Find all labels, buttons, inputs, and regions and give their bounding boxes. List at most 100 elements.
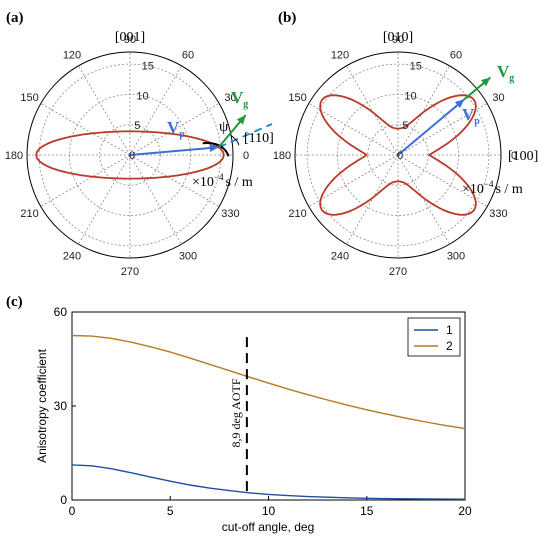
angular-gridline	[397, 103, 488, 156]
angular-gridline	[346, 154, 399, 245]
y-tick-label: 60	[54, 305, 68, 319]
x-tick-label: 10	[262, 504, 276, 518]
angle-tick-label: 30	[492, 92, 504, 104]
x-axis-label: cut-off angle, deg	[222, 520, 315, 534]
angular-gridline	[78, 154, 131, 245]
radial-tick-label: 15	[142, 60, 154, 72]
slowness-curve	[319, 94, 477, 216]
angular-gridline	[129, 154, 182, 245]
vg-label-a: Vg	[231, 88, 248, 110]
angle-tick-label: 330	[489, 208, 507, 220]
series-c	[71, 334, 466, 500]
vp-label-a: Vp	[167, 118, 185, 140]
angle-tick-label: 270	[121, 266, 139, 278]
angle-tick-label: 0	[511, 150, 517, 162]
plot-area-c	[71, 311, 466, 501]
panel-label-a: (a)	[6, 10, 24, 26]
slowness-curve-b	[319, 76, 492, 216]
angle-tick-label: 300	[447, 250, 465, 262]
aotf-annotation: 8,9 deg AOTF	[229, 378, 243, 447]
angle-tick-label: 180	[5, 150, 23, 162]
angle-tick-label: 60	[182, 50, 194, 62]
series-1-line	[71, 464, 466, 500]
slowness-curve	[35, 130, 225, 180]
polar-plot-b: (b) 0 30 60 90 120 150 180 210 240 270 300 330 0 5 10 1…	[273, 10, 539, 278]
series-2-line	[71, 334, 466, 430]
unit-label-b: ×10−4 s / m	[462, 179, 523, 197]
angle-tick-label: 150	[20, 92, 38, 104]
angular-gridline	[397, 154, 450, 245]
vg-arrowhead	[236, 115, 246, 125]
angle-tick-label: 330	[221, 208, 239, 220]
angular-gridline	[129, 65, 182, 156]
x-tick-label: 5	[167, 504, 174, 518]
radial-tick-label: 5	[134, 120, 140, 132]
vg-label-b: Vg	[497, 62, 514, 84]
axes-c: 0 5 10 15 20 0 30 60	[54, 305, 472, 518]
legend-box	[407, 317, 461, 357]
angular-gridline	[40, 154, 131, 207]
legend-c: 12	[407, 317, 461, 357]
vg-arrowhead	[480, 77, 491, 87]
slowness-curve-a	[35, 114, 273, 180]
angle-tick-label: 120	[63, 50, 81, 62]
angle-tick-label: 270	[389, 266, 407, 278]
vp-arrow	[129, 146, 219, 156]
direction-label-010: [010]	[383, 30, 413, 45]
unit-label-a: ×10−4 s / m	[192, 172, 253, 190]
polar-outline	[26, 51, 234, 259]
legend-label-1: 1	[446, 323, 453, 337]
vp-arrow	[397, 98, 466, 156]
angle-tick-label: 60	[450, 50, 462, 62]
angular-gridline	[78, 65, 131, 156]
direction-label-110: [110]	[244, 131, 274, 146]
radial-tick-label: 10	[136, 90, 148, 102]
legend-label-2: 2	[446, 339, 453, 353]
radial-tick-label: 0	[397, 150, 403, 162]
angular-gridline	[308, 154, 399, 207]
dashed-direction-line	[218, 123, 273, 149]
angular-gridline	[397, 65, 450, 156]
angular-gridline	[40, 103, 131, 156]
y-tick-label: 30	[54, 399, 68, 413]
x-tick-label: 0	[69, 504, 76, 518]
angle-tick-label: 240	[63, 250, 81, 262]
x-tick-label: 15	[360, 504, 374, 518]
radial-tick-label: 10	[404, 90, 416, 102]
radial-gridline	[38, 63, 222, 247]
y-axis-label: Anisotropy coefficient	[35, 348, 49, 463]
angle-tick-label: 180	[273, 150, 291, 162]
radial-tick-label: 0	[129, 150, 135, 162]
direction-label-001: [001]	[115, 30, 145, 45]
x-tick-label: 20	[458, 504, 472, 518]
y-tick-label: 0	[60, 493, 67, 507]
angle-tick-label: 120	[331, 50, 349, 62]
angle-tick-label: 300	[179, 250, 197, 262]
angular-gridline	[308, 103, 399, 156]
vp-label-b: Vp	[462, 105, 480, 127]
panel-label-c: (c)	[6, 294, 23, 310]
psi-label: ψ	[219, 119, 229, 135]
angle-tick-label: 0	[243, 150, 249, 162]
angular-gridline	[129, 154, 220, 207]
panel-label-b: (b)	[278, 10, 296, 26]
angular-gridline	[397, 154, 488, 207]
angle-tick-label: 240	[331, 250, 349, 262]
polar-labels-b: 0 30 60 90 120 150 180 210 240 270 300 330 0 5 10 15	[273, 34, 517, 278]
angle-tick-label: 90	[124, 34, 136, 46]
angular-gridline	[129, 103, 220, 156]
psi-arc	[230, 134, 240, 146]
angle-tick-label: 210	[20, 208, 38, 220]
polar-plot-a: (a) 0 30 60 90 120 150 180 210 240 270 300 330 0 5 10 1…	[5, 10, 274, 278]
angle-tick-label: 30	[224, 92, 236, 104]
radial-gridline	[99, 124, 161, 186]
polar-outline	[294, 51, 502, 259]
radial-gridline	[306, 63, 490, 247]
direction-label-100: [100]	[508, 149, 538, 164]
angle-tick-label: 90	[392, 34, 404, 46]
radial-tick-label: 5	[402, 120, 408, 132]
vp-arrowhead	[454, 99, 465, 109]
polar-labels-a: 0 30 60 90 120 150 180 210 240 270 300 330 0 5 10 15	[5, 34, 249, 278]
